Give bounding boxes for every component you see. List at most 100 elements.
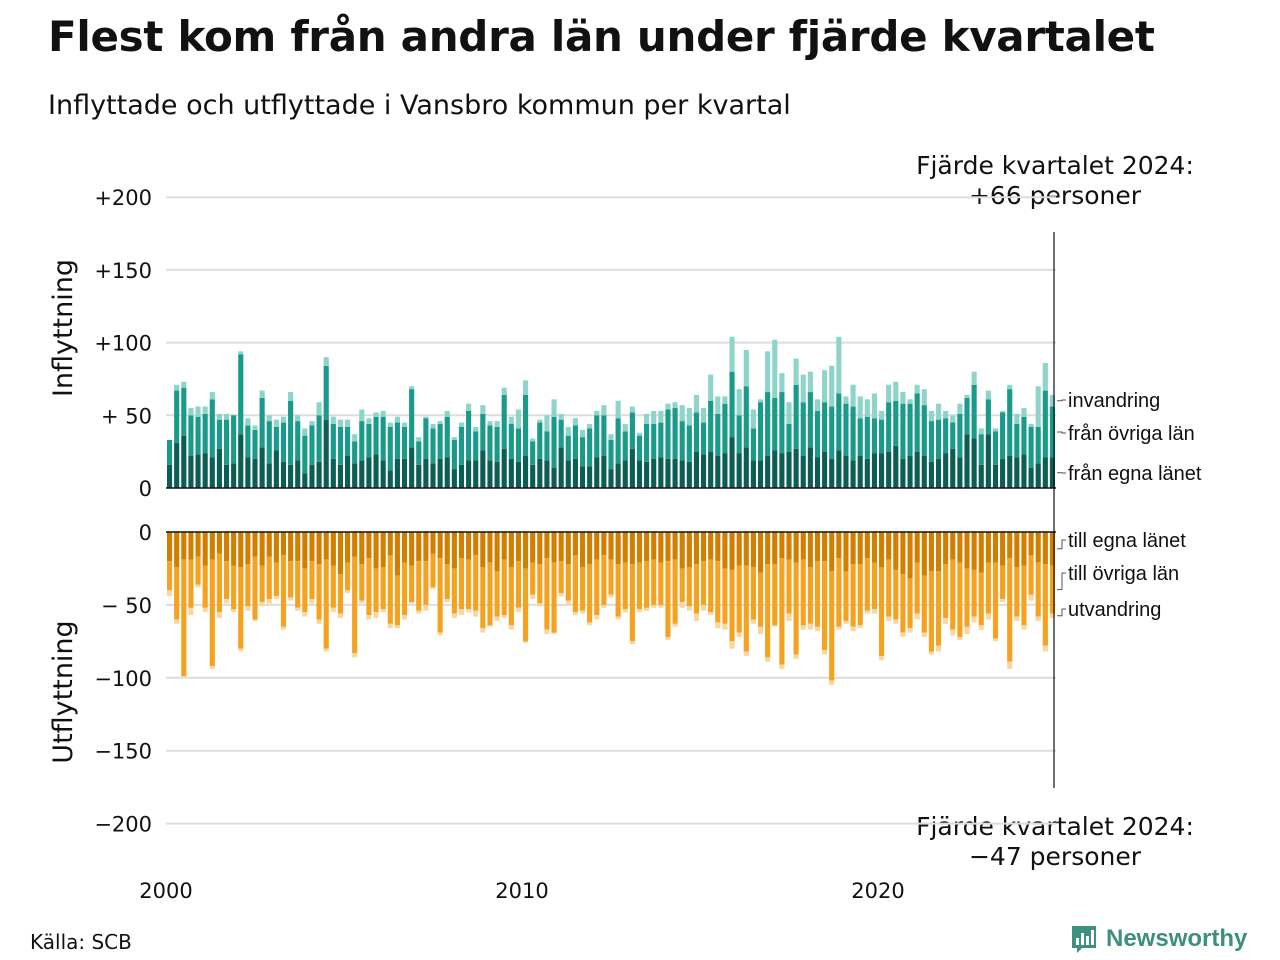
series-label-connector <box>1057 431 1066 434</box>
bar-segment-bottom <box>174 619 180 624</box>
bar-segment-bottom <box>814 532 821 562</box>
bar-segment-top <box>195 454 201 488</box>
bar-segment-bottom <box>380 609 386 613</box>
bar-segment-bottom <box>807 623 813 630</box>
bar-segment-bottom <box>323 648 329 652</box>
bar-segment-top <box>544 431 550 461</box>
bar-segment-top <box>273 426 279 451</box>
bar-segment-top <box>523 456 529 488</box>
bar-segment-bottom <box>487 562 493 626</box>
bar-segment-top <box>822 451 828 488</box>
bar-segment-bottom <box>857 532 863 565</box>
bar-segment-bottom <box>373 612 379 619</box>
bar-segment-top <box>1014 457 1020 488</box>
bar-segment-bottom <box>579 610 586 614</box>
bar-segment-top <box>1028 426 1034 468</box>
bar-segment-bottom <box>1035 532 1041 563</box>
bar-segment-top <box>907 399 913 404</box>
bar-segment-top <box>587 428 593 467</box>
bar-segment-bottom <box>167 561 173 591</box>
bar-segment-bottom <box>501 615 507 619</box>
bar-segment-top <box>579 466 586 488</box>
bar-segment-bottom <box>473 610 479 617</box>
bar-segment-bottom <box>330 532 336 566</box>
bar-segment-bottom <box>323 559 329 649</box>
bar-segment-bottom <box>337 574 344 614</box>
bar-segment-bottom <box>992 562 999 639</box>
bar-segment-bottom <box>423 561 429 605</box>
bar-segment-top <box>1000 458 1006 488</box>
bar-segment-top <box>473 426 479 432</box>
series-label: från övriga län <box>1068 423 1195 445</box>
bar-segment-top <box>330 416 336 425</box>
bar-segment-bottom <box>487 532 493 563</box>
bar-segment-top <box>366 418 372 425</box>
bar-segment-top <box>672 408 678 459</box>
bar-segment-top <box>665 409 671 459</box>
bar-segment-bottom <box>181 532 187 560</box>
bar-segment-top <box>181 435 187 488</box>
bar-segment-top <box>629 448 635 488</box>
bar-segment-bottom <box>1028 555 1034 595</box>
bar-segment-bottom <box>964 626 970 635</box>
bar-segment-bottom <box>786 613 792 621</box>
bar-segment-top <box>216 413 222 420</box>
bar-segment-bottom <box>259 601 265 607</box>
bar-segment-bottom <box>729 569 735 642</box>
bar-segment-top <box>323 419 329 488</box>
bar-segment-top <box>701 422 707 455</box>
bar-segment-bottom <box>558 593 564 597</box>
bar-segment-bottom <box>273 532 279 563</box>
bar-segment-top <box>1007 384 1013 390</box>
bar-segment-top <box>985 390 991 400</box>
bar-segment-bottom <box>280 532 287 556</box>
bar-segment-top <box>544 415 550 432</box>
bar-segment-bottom <box>288 597 294 601</box>
bar-segment-top <box>743 349 749 387</box>
bar-segment-bottom <box>693 564 700 614</box>
bar-segment-bottom <box>651 559 657 605</box>
bar-segment-top <box>886 384 892 403</box>
bar-segment-top <box>708 451 714 488</box>
bar-segment-bottom <box>302 568 308 613</box>
bar-segment-top <box>985 434 991 488</box>
bar-segment-top <box>530 464 536 488</box>
bar-segment-top <box>964 394 970 398</box>
bar-segment-top <box>943 410 949 419</box>
bar-segment-top <box>935 419 942 459</box>
bar-segment-top <box>544 460 550 488</box>
bar-segment-bottom <box>352 653 358 658</box>
bar-segment-top <box>836 450 842 488</box>
bar-segment-top <box>608 469 614 488</box>
bar-segment-top <box>209 399 215 458</box>
bar-segment-bottom <box>807 566 813 624</box>
bar-segment-top <box>480 405 486 414</box>
bar-segment-top <box>280 461 287 488</box>
bar-segment-top <box>935 458 942 488</box>
bar-segment-top <box>772 450 778 488</box>
bar-segment-bottom <box>266 599 272 604</box>
y-tick-label-top: +150 <box>94 259 152 283</box>
bar-segment-top <box>587 424 593 429</box>
bar-segment-top <box>800 456 806 488</box>
bar-segment-bottom <box>715 622 721 629</box>
bar-segment-top <box>259 397 265 448</box>
bar-segment-bottom <box>1035 616 1041 621</box>
bar-segment-top <box>786 451 792 488</box>
bar-segment-bottom <box>188 607 194 616</box>
bar-segment-top <box>359 421 365 461</box>
bar-segment-bottom <box>309 599 315 604</box>
bar-segment-bottom <box>1007 558 1013 662</box>
bar-segment-top <box>508 424 514 459</box>
y-tick-label-bottom: 0 <box>139 521 152 545</box>
bar-segment-bottom <box>451 532 457 569</box>
bar-segment-bottom <box>345 532 351 563</box>
bar-segment-top <box>843 456 849 488</box>
bar-segment-top <box>537 422 543 459</box>
bar-segment-bottom <box>565 532 571 565</box>
bar-segment-top <box>864 399 870 417</box>
bar-segment-bottom <box>323 532 329 560</box>
bar-segment-bottom <box>950 532 956 560</box>
bar-segment-top <box>437 458 443 488</box>
bar-segment-top <box>1014 413 1020 425</box>
